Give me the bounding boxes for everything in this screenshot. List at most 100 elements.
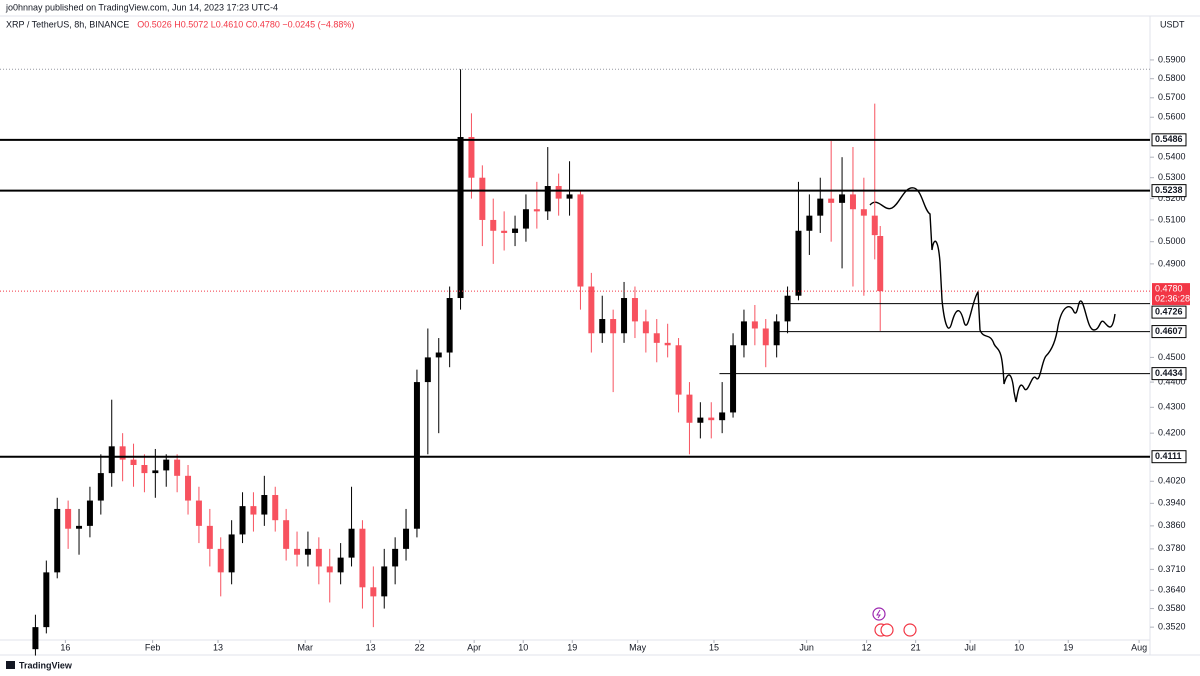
candle-body bbox=[512, 228, 519, 233]
candle-body bbox=[119, 446, 126, 460]
y-tick-label: 0.3780 bbox=[1158, 543, 1186, 553]
level-label-box bbox=[1151, 305, 1187, 319]
candle-body bbox=[664, 342, 671, 346]
candle-body bbox=[849, 194, 856, 210]
candle-body bbox=[315, 548, 322, 567]
level-label: 0.5238 bbox=[1155, 185, 1183, 195]
y-tick-label: 0.5100 bbox=[1158, 214, 1186, 224]
candle-body bbox=[686, 394, 693, 423]
event-icon[interactable] bbox=[872, 607, 886, 621]
candle-body bbox=[206, 525, 213, 549]
candle-body bbox=[860, 209, 867, 216]
candle-body bbox=[283, 520, 290, 549]
level-label: 0.4726 bbox=[1155, 306, 1183, 316]
candle-body bbox=[740, 321, 747, 346]
candle-body bbox=[697, 417, 704, 423]
candle-body bbox=[403, 528, 410, 549]
level-label-box bbox=[1151, 325, 1187, 339]
event-icon[interactable] bbox=[903, 623, 917, 637]
candle-body bbox=[348, 528, 355, 558]
candle-body bbox=[817, 198, 824, 216]
level-label: 0.4607 bbox=[1155, 326, 1183, 336]
candle-body bbox=[185, 475, 192, 501]
candle-body bbox=[228, 534, 235, 573]
candle-body bbox=[555, 186, 562, 199]
x-tick-label: 15 bbox=[709, 642, 719, 652]
candle-body bbox=[435, 352, 442, 358]
ohlc-legend: O0.5026 H0.5072 L0.4610 C0.4780 −0.0245 … bbox=[137, 19, 354, 29]
y-tick-label: 0.3940 bbox=[1158, 498, 1186, 508]
candle-body bbox=[381, 566, 388, 597]
y-tick-label: 0.4300 bbox=[1158, 402, 1186, 412]
event-icon[interactable] bbox=[880, 623, 894, 637]
last-price-box bbox=[1152, 283, 1190, 306]
footer-brand: TradingView bbox=[19, 660, 73, 670]
candle-body bbox=[217, 548, 224, 573]
candle-body bbox=[261, 495, 268, 515]
x-tick-label: Apr bbox=[467, 642, 481, 652]
y-tick-label: 0.5600 bbox=[1158, 112, 1186, 122]
y-tick-label: 0.5700 bbox=[1158, 92, 1186, 102]
candle-body bbox=[424, 357, 431, 383]
candle-body bbox=[610, 319, 617, 334]
level-label-box bbox=[1151, 133, 1187, 147]
candle-body bbox=[773, 321, 780, 346]
level-label: 0.5486 bbox=[1155, 134, 1183, 144]
candle-body bbox=[642, 321, 649, 334]
candle-body bbox=[544, 186, 551, 212]
candle-body bbox=[653, 333, 660, 343]
y-tick-label: 0.3520 bbox=[1158, 622, 1186, 632]
level-label-box bbox=[1151, 184, 1187, 198]
candle-body bbox=[326, 566, 333, 573]
candle-body bbox=[730, 345, 737, 413]
x-tick-label: Aug bbox=[1131, 642, 1147, 652]
y-tick-label: 0.4200 bbox=[1158, 428, 1186, 438]
candle-body bbox=[54, 508, 61, 573]
y-tick-label: 0.4900 bbox=[1158, 258, 1186, 268]
candle-body bbox=[272, 495, 279, 521]
candle-body bbox=[163, 459, 170, 471]
level-label: 0.4111 bbox=[1155, 451, 1182, 461]
candle-body bbox=[828, 198, 835, 203]
candle-body bbox=[65, 508, 72, 529]
y-tick-label: 0.5300 bbox=[1158, 172, 1186, 182]
y-tick-label: 0.4400 bbox=[1158, 376, 1186, 386]
candle-body bbox=[839, 194, 846, 203]
plot-area bbox=[0, 68, 1150, 656]
x-tick-label: 13 bbox=[213, 642, 223, 652]
x-tick-label: Feb bbox=[145, 642, 161, 652]
x-tick-label: May bbox=[629, 642, 647, 652]
event-icon-bolt bbox=[876, 609, 881, 619]
candle-body bbox=[588, 286, 595, 334]
candle-body bbox=[719, 412, 726, 421]
candle-body bbox=[501, 230, 508, 233]
y-tick-label: 0.3710 bbox=[1158, 564, 1186, 574]
candle-body bbox=[413, 382, 420, 529]
x-tick-label: 19 bbox=[567, 642, 577, 652]
x-tick-label: 13 bbox=[366, 642, 376, 652]
candle-body bbox=[599, 319, 606, 334]
candle-body bbox=[457, 137, 464, 299]
x-tick-label: 19 bbox=[1063, 642, 1073, 652]
byline: jo0hnnay published on TradingView.com, J… bbox=[5, 2, 278, 12]
y-tick-label: 0.5000 bbox=[1158, 236, 1186, 246]
candle-body bbox=[446, 298, 453, 353]
y-tick-label: 0.5900 bbox=[1158, 54, 1186, 64]
candle-body bbox=[250, 506, 257, 515]
candle-body bbox=[762, 328, 769, 346]
x-tick-label: 10 bbox=[518, 642, 528, 652]
footer-logo bbox=[6, 661, 15, 669]
y-tick-label: 0.4500 bbox=[1158, 352, 1186, 362]
y-tick-label: 0.3860 bbox=[1158, 520, 1186, 530]
candle-body bbox=[97, 473, 104, 501]
candle-body bbox=[566, 194, 573, 199]
candle-body bbox=[43, 572, 50, 628]
y-tick-label: 0.3580 bbox=[1158, 603, 1186, 613]
x-tick-label: 12 bbox=[862, 642, 872, 652]
candle-body bbox=[337, 557, 344, 573]
candle-body bbox=[577, 194, 584, 287]
candle-body bbox=[621, 298, 628, 334]
level-label: 0.4434 bbox=[1155, 368, 1183, 378]
candle-body bbox=[86, 500, 93, 526]
